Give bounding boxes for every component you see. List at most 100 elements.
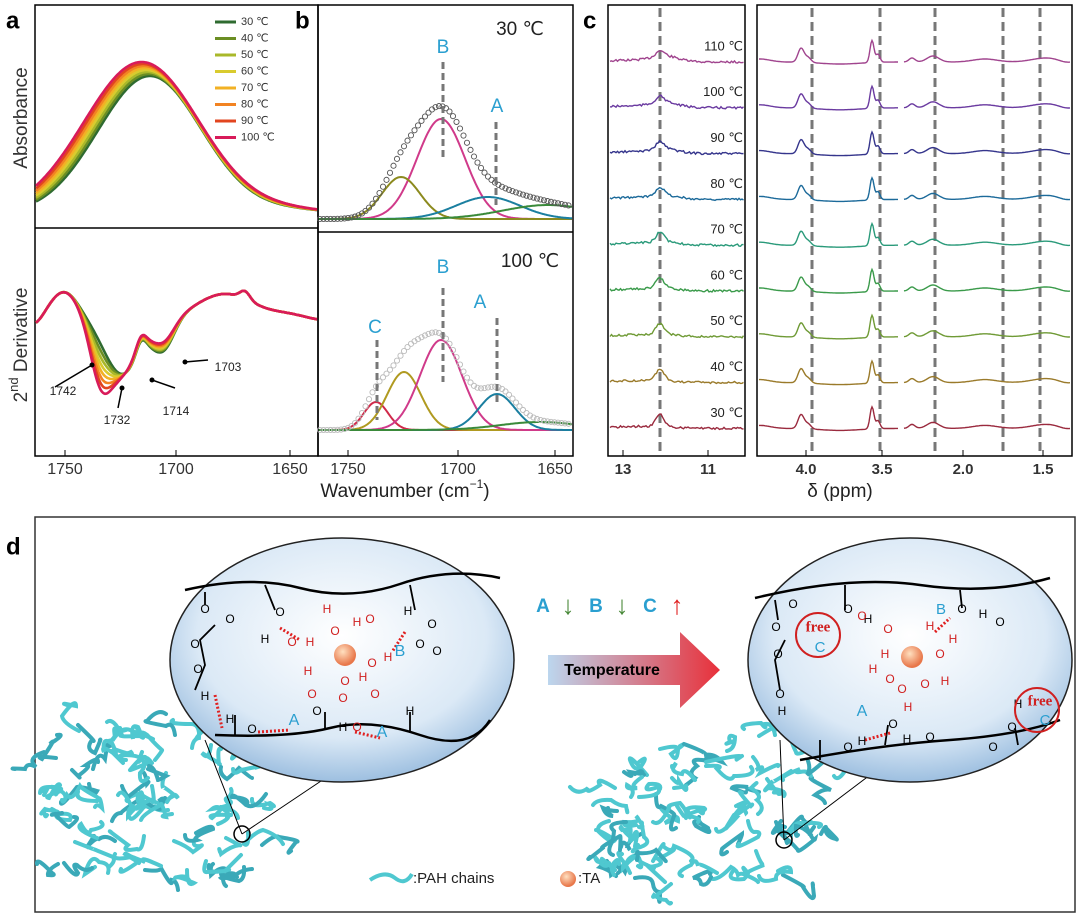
polymer-chain	[808, 775, 832, 805]
envelope-point	[355, 212, 362, 219]
arrow-head	[119, 385, 125, 391]
legend-label: 80 ℃	[241, 98, 269, 110]
envelope-point	[407, 132, 415, 139]
nmr-trace	[609, 231, 744, 248]
x-tick-label: 11	[700, 461, 716, 478]
envelope-point	[393, 357, 401, 364]
polymer-chain	[682, 805, 706, 824]
envelope-point	[449, 113, 457, 120]
backbone	[214, 719, 492, 743]
envelope-point	[512, 399, 520, 406]
polymer-chain	[143, 710, 177, 737]
envelope-point	[411, 127, 418, 134]
atom: O	[888, 717, 897, 731]
fit-component	[319, 421, 573, 431]
envelope-point	[425, 330, 432, 337]
polymer-chain	[120, 771, 151, 800]
envelope-point	[530, 414, 537, 421]
polymer-chain	[101, 738, 125, 765]
trend-symbol: ↓	[616, 590, 629, 620]
backbone	[754, 576, 1051, 600]
polymer-chain	[568, 778, 617, 794]
polymer-chain	[229, 792, 268, 809]
polymer-chain	[677, 859, 719, 878]
atom: O	[340, 674, 349, 688]
envelope-point	[484, 173, 492, 180]
envelope-point	[330, 215, 338, 222]
zoom-spot	[233, 825, 251, 843]
polymer-chain	[586, 833, 623, 861]
envelope-point	[519, 406, 527, 414]
envelope-point	[383, 176, 390, 183]
panel-label: c	[583, 7, 596, 34]
envelope-point	[428, 329, 436, 336]
arrow-head	[182, 359, 188, 365]
atom: O	[920, 677, 929, 691]
envelope-point	[365, 396, 373, 403]
trace-label: 110 ℃	[704, 38, 743, 53]
polymer-chain	[747, 781, 764, 816]
envelope-point	[474, 159, 481, 166]
x-tick-label: 1750	[330, 461, 366, 478]
envelope-point	[502, 388, 509, 395]
atom: O	[432, 644, 441, 658]
panel-label: b	[295, 7, 310, 34]
annotation: 1732	[104, 413, 131, 427]
atom: H	[359, 670, 368, 684]
envelope-point	[320, 426, 327, 434]
x-tick-label: 1650	[537, 461, 573, 478]
envelope-point	[498, 183, 506, 190]
polymer-chain	[670, 761, 697, 782]
polymer-chain	[644, 847, 676, 884]
polymer-chain	[73, 840, 116, 869]
envelope-point	[404, 137, 411, 144]
polymer-chain	[765, 777, 786, 796]
polymer-chain	[183, 824, 216, 843]
envelope-point	[351, 419, 359, 427]
polymer-chain	[624, 775, 644, 799]
trend-symbol: B	[589, 596, 603, 617]
trend-symbol: ↑	[671, 590, 684, 620]
envelope-point	[561, 201, 569, 208]
envelope-point	[362, 207, 369, 214]
polymer-chain	[651, 882, 673, 906]
polymer-chain	[683, 757, 710, 788]
envelope-point	[505, 186, 513, 193]
ta-core	[334, 644, 356, 666]
atom: O	[427, 617, 436, 631]
polymer-chain	[125, 802, 146, 822]
legend-label: 70 ℃	[241, 82, 269, 94]
envelope-point	[404, 344, 411, 351]
polymer-chain	[205, 798, 233, 826]
bond-label: A	[377, 724, 388, 741]
nmr-trace	[609, 322, 745, 339]
envelope-point	[565, 420, 572, 427]
legend-chain-icon	[368, 872, 414, 884]
nmr-trace	[609, 94, 744, 110]
hbonds	[213, 626, 407, 740]
x-tick-label: 4.0	[796, 461, 817, 478]
panel-label: d	[6, 533, 21, 560]
atom: H	[926, 619, 935, 633]
atom: O	[885, 672, 894, 686]
envelope-point	[341, 425, 348, 433]
axes-frame	[756, 4, 1073, 457]
envelope-point	[337, 215, 345, 222]
arrow-head	[89, 362, 95, 368]
envelope-point	[334, 215, 341, 222]
nmr-trace	[759, 38, 898, 65]
polymer-chain	[169, 718, 202, 750]
atom: O	[200, 602, 209, 616]
arrow	[117, 387, 123, 409]
annotation: 1714	[163, 404, 190, 418]
envelope-point	[376, 378, 383, 385]
x-title: Wavenumber (cm−1)	[320, 477, 489, 502]
polymer-chain	[633, 875, 663, 904]
nmr-trace	[903, 421, 1071, 430]
legend-label: 60 ℃	[241, 65, 269, 77]
envelope-point	[414, 122, 422, 129]
envelope-point	[558, 419, 565, 427]
trace-label: 70 ℃	[710, 222, 743, 237]
x-tick-label: 2.0	[953, 461, 974, 478]
envelope-point	[484, 384, 492, 391]
